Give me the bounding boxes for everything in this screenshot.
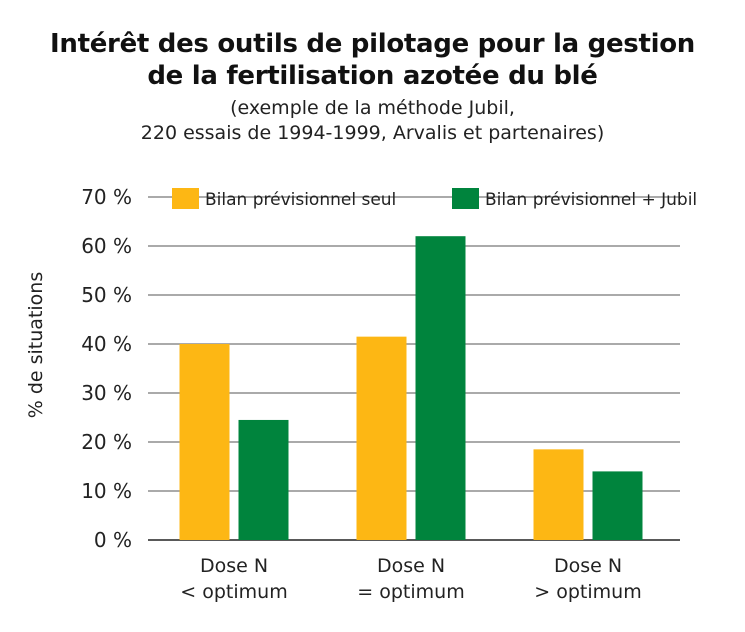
y-tick-label: 70 % [81, 185, 132, 209]
legend-label: Bilan prévisionnel + Jubil [485, 190, 697, 210]
bar-bilan-jubil [592, 471, 643, 540]
bar-bilan-seul [533, 449, 584, 540]
legend-label: Bilan prévisionnel seul [205, 190, 396, 210]
y-tick-label: 60 % [81, 234, 132, 258]
x-category-label: Dose N [554, 555, 622, 577]
x-category-label: Dose N [377, 555, 445, 577]
y-tick-label: 30 % [81, 381, 132, 405]
y-tick-label: 50 % [81, 283, 132, 307]
y-tick-label: 0 % [94, 528, 132, 552]
chart-title-line-2: de la fertilisation azotée du blé [147, 61, 598, 91]
chart-subtitle-line-2: 220 essais de 1994-1999, Arvalis et part… [140, 122, 605, 144]
bar-bilan-jubil [238, 419, 289, 540]
y-tick-label: 20 % [81, 430, 132, 454]
chart-title-line-1: Intérêt des outils de pilotage pour la g… [50, 29, 695, 59]
bar-bilan-seul [356, 336, 407, 540]
x-category-label: = optimum [357, 581, 464, 603]
x-category-label: < optimum [180, 581, 287, 603]
bar-bilan-jubil [415, 236, 466, 540]
y-tick-label: 10 % [81, 479, 132, 503]
y-axis-label: % de situations [25, 272, 47, 419]
legend-swatch [452, 188, 479, 209]
bar-bilan-seul [179, 344, 230, 540]
chart-subtitle-line-1: (exemple de la méthode Jubil, [230, 97, 515, 119]
y-tick-label: 40 % [81, 332, 132, 356]
x-category-label: Dose N [200, 555, 268, 577]
x-category-label: > optimum [534, 581, 641, 603]
legend-swatch [172, 188, 199, 209]
